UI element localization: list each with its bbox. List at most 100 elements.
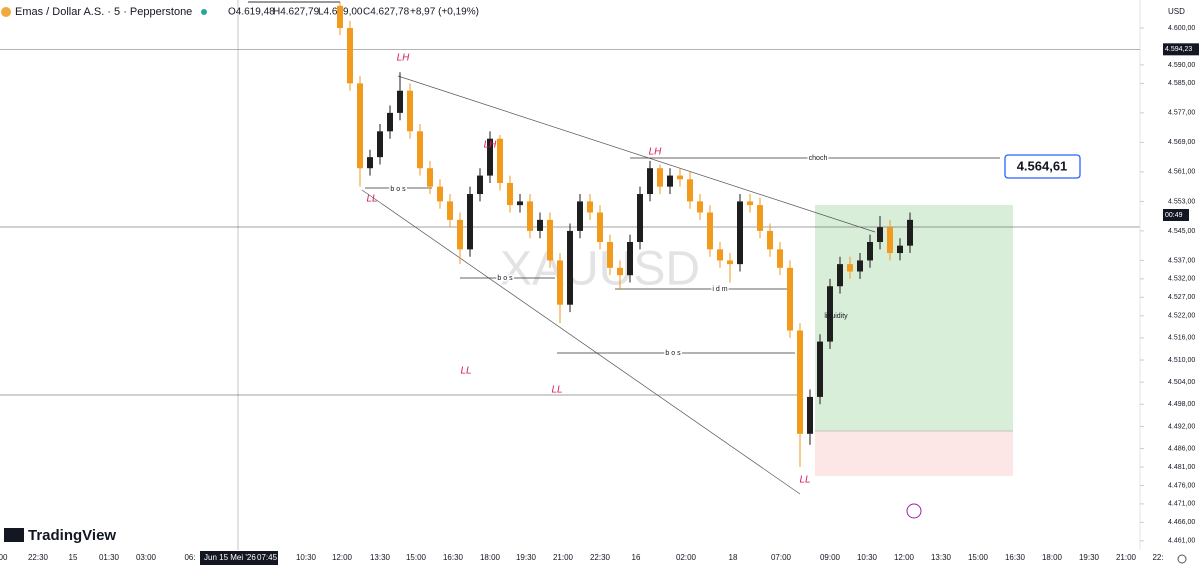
x-tick-label: 16:30: [1005, 553, 1026, 562]
trendline: [397, 75, 876, 233]
x-tick-label: 06:: [184, 553, 195, 562]
structure-label: b o s: [497, 275, 513, 282]
target-price: 4.564,61: [1017, 158, 1068, 173]
x-tick-label: 21:00: [1116, 553, 1137, 562]
watermark: XAUUSD: [500, 243, 700, 296]
x-tick-label: 15:00: [406, 553, 427, 562]
crosshair-date: Jun 15 Mei '26: [204, 553, 256, 562]
price-scale: [1140, 0, 1200, 550]
x-tick-label: 07:00: [771, 553, 792, 562]
countdown: 00:49: [1165, 212, 1183, 219]
candle-body: [487, 138, 493, 176]
x-tick-label: 13:30: [370, 553, 391, 562]
crosshair-tag: [200, 551, 278, 565]
candle-body: [737, 201, 743, 265]
ohlc-change: +8,97 (+0,19%): [410, 7, 479, 18]
candle-body: [377, 131, 383, 158]
y-tick-label: 4.527,00: [1168, 294, 1195, 301]
candle-body: [747, 201, 753, 206]
candle-body: [697, 201, 703, 213]
status-dot: [201, 9, 207, 15]
x-tick-label: 22:30: [590, 553, 611, 562]
y-tick-label: 4.532,00: [1168, 276, 1195, 283]
x-tick-label: 19:30: [516, 553, 537, 562]
price-line-tag: [1163, 43, 1199, 56]
x-tick-label: 16:30: [443, 553, 464, 562]
candle-body: [617, 267, 623, 276]
candle-body: [407, 90, 413, 132]
y-tick-label: 4.466,00: [1168, 519, 1195, 526]
x-tick-label: 18:00: [480, 553, 501, 562]
candle-body: [497, 138, 503, 183]
candle-body: [557, 260, 563, 305]
candle-body: [817, 341, 823, 397]
ohlc-high: H4.627,79: [273, 7, 320, 18]
candle-body: [507, 182, 513, 206]
x-tick-label: 15:00: [968, 553, 989, 562]
y-tick-label: 4.516,00: [1168, 335, 1195, 342]
y-tick-label: 4.537,00: [1168, 257, 1195, 264]
structure-label: liquidity: [824, 313, 848, 320]
settings-icon[interactable]: [1177, 554, 1187, 564]
y-tick-label: 4.561,00: [1168, 169, 1195, 176]
y-tick-label: 4.498,00: [1168, 401, 1195, 408]
y-tick-label: 4.569,00: [1168, 139, 1195, 146]
swing-label: LH: [649, 147, 663, 158]
candle-body: [727, 260, 733, 265]
candle-body: [577, 201, 583, 231]
price-line-label: 4.594,23: [1165, 46, 1192, 53]
y-tick-label: 4.486,00: [1168, 445, 1195, 452]
time-scale: [0, 550, 1200, 566]
candle-body: [537, 219, 543, 231]
x-tick-label: 22:: [1152, 553, 1163, 562]
x-tick-label: 22:30: [28, 553, 49, 562]
x-tick-label: 13:30: [931, 553, 952, 562]
candle-body: [797, 330, 803, 434]
candle-body: [857, 260, 863, 272]
candle-body: [477, 175, 483, 195]
candle-body: [547, 219, 553, 261]
ohlc-close: C4.627,78: [363, 7, 410, 18]
swing-label: LH: [397, 53, 411, 64]
x-tick-label: 19:30: [1079, 553, 1100, 562]
crosshair-time: 07:45: [257, 553, 278, 562]
candle-body: [427, 168, 433, 187]
ohlc-open: O4.619,48: [228, 7, 275, 18]
structure-label: choch: [809, 155, 828, 162]
x-tick-label: 02:00: [676, 553, 697, 562]
y-tick-label: 4.471,00: [1168, 501, 1195, 508]
candle-body: [567, 230, 573, 305]
y-tick-label: 4.545,00: [1168, 228, 1195, 235]
y-tick-label: 4.600,00: [1168, 25, 1195, 32]
candle-body: [417, 131, 423, 169]
candle-body: [337, 5, 343, 29]
x-tick-label: 16: [632, 553, 641, 562]
x-tick-label: 03:00: [136, 553, 157, 562]
candle-body: [657, 168, 663, 187]
y-tick-label: 4.492,00: [1168, 423, 1195, 430]
candle-body: [467, 194, 473, 250]
x-tick-label: 12:00: [332, 553, 353, 562]
candle-body: [897, 245, 903, 254]
y-tick-label: 4.522,00: [1168, 313, 1195, 320]
candle-body: [787, 267, 793, 331]
candle-body: [767, 230, 773, 250]
y-tick-label: 4.476,00: [1168, 482, 1195, 489]
candle-body: [647, 168, 653, 195]
y-tick-label: 4.577,00: [1168, 110, 1195, 117]
countdown-tag: [1163, 209, 1189, 221]
x-tick-label: 00: [0, 553, 8, 562]
loss-zone: [815, 431, 1013, 476]
y-tick-label: 4.585,00: [1168, 80, 1195, 87]
candle-body: [397, 90, 403, 113]
swing-label: LL: [551, 385, 562, 396]
target-callout: [1004, 154, 1081, 179]
y-tick-label: 4.481,00: [1168, 464, 1195, 471]
trendline: [361, 189, 801, 495]
candle-body: [757, 205, 763, 231]
candle-body: [837, 264, 843, 287]
candle-body: [527, 201, 533, 231]
structure-label: b o s: [665, 350, 681, 357]
symbol-title: Emas / Dollar A.S. · 5 · Pepperstone: [15, 6, 192, 18]
